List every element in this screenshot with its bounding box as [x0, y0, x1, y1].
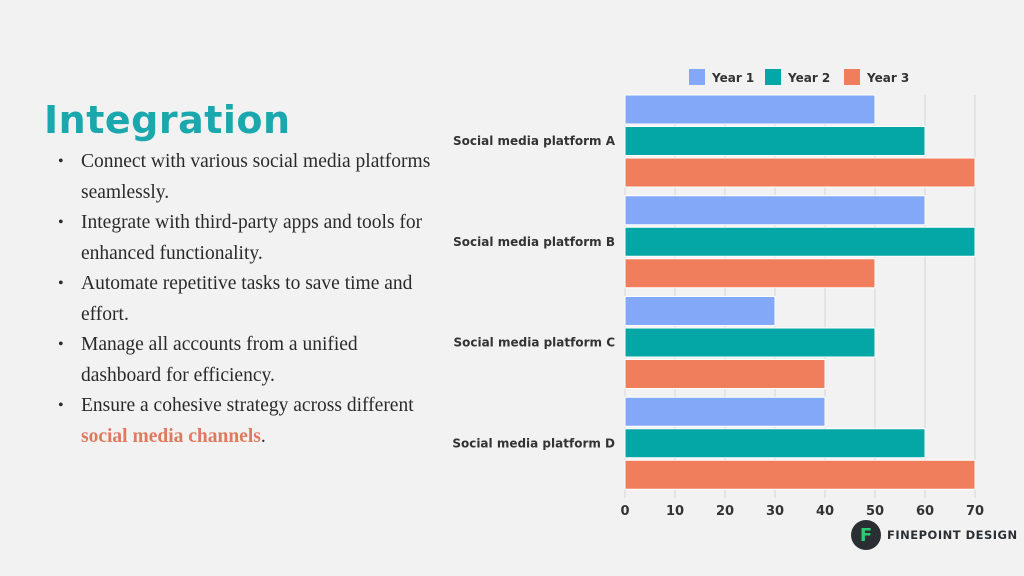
bullet-item: • Automate repetitive tasks to save time …: [56, 269, 436, 330]
bar: [624, 428, 926, 459]
page-title: Integration: [44, 98, 291, 142]
bullet-text: Connect with various social media platfo…: [81, 151, 431, 203]
bullet-item: • Integrate with third-party apps and too…: [56, 208, 436, 269]
legend-label: Year 1: [711, 71, 754, 85]
brand-logo: F FINEPOINT DESIGN: [851, 520, 1018, 550]
x-tick-label: 20: [716, 504, 734, 519]
bullet-text: Integrate with third-party apps and tool…: [81, 212, 423, 264]
category-label: Social media platform D: [452, 436, 615, 450]
bullet-dot-icon: •: [58, 275, 64, 292]
legend-swatch: [844, 69, 860, 85]
bullet-dot-icon: •: [58, 397, 64, 414]
logo-mark-icon: F: [851, 520, 881, 550]
bar: [624, 157, 976, 188]
bullet-suffix: .: [260, 425, 266, 447]
legend-label: Year 2: [787, 71, 830, 85]
bullet-item: • Connect with various social media platf…: [56, 147, 436, 208]
bullet-list: • Connect with various social media platf…: [56, 147, 436, 452]
bar: [624, 258, 876, 289]
bar: [624, 126, 926, 156]
x-tick-label: 0: [620, 504, 629, 519]
legend-swatch: [689, 69, 705, 85]
category-label: Social media platform C: [453, 336, 615, 350]
category-label: Social media platform A: [453, 134, 616, 148]
bar: [624, 359, 826, 389]
legend-label: Year 3: [866, 71, 909, 85]
bullet-item: • Manage all accounts from a unified dash…: [56, 330, 436, 391]
highlight-text: social media channels: [81, 425, 261, 447]
x-tick-label: 10: [666, 504, 684, 519]
bar: [624, 459, 976, 490]
bar: [624, 94, 876, 125]
bar: [624, 296, 776, 326]
bullet-text: Manage all accounts from a unified dashb…: [81, 334, 358, 386]
bar-chart: Social media platform A Social media plat…: [452, 69, 984, 519]
category-label: Social media platform B: [453, 235, 615, 249]
bar: [624, 327, 876, 358]
bullet-dot-icon: •: [58, 336, 64, 353]
bar: [624, 396, 826, 427]
bullet-text: Ensure a cohesive strategy across differ…: [81, 395, 414, 416]
x-tick-label: 60: [916, 504, 934, 519]
x-tick-label: 40: [816, 504, 834, 519]
bar: [624, 226, 976, 257]
x-tick-label: 50: [866, 504, 884, 519]
x-tick-label: 70: [966, 504, 984, 519]
logo-text: FINEPOINT DESIGN: [887, 528, 1018, 542]
legend-swatch: [765, 69, 781, 85]
bullet-dot-icon: •: [58, 153, 64, 170]
bullet-text: Automate repetitive tasks to save time a…: [81, 273, 413, 325]
bullet-dot-icon: •: [58, 214, 64, 231]
bar: [624, 195, 926, 226]
bullet-item: • Ensure a cohesive strategy across diffe…: [56, 391, 436, 452]
x-tick-label: 30: [766, 504, 784, 519]
